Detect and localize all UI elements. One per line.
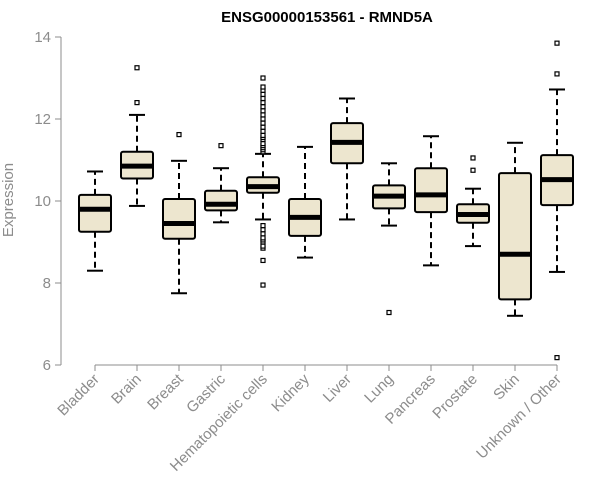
x-tick-label: Prostate — [429, 371, 481, 423]
x-tick-label: Brain — [108, 371, 145, 408]
boxes — [78, 40, 574, 361]
outlier-point — [260, 128, 266, 134]
box-group-skin — [498, 141, 532, 317]
y-axis-label: Expression — [0, 163, 17, 237]
outlier-point — [134, 65, 140, 71]
box-group-lung — [372, 162, 406, 316]
outlier-point — [260, 223, 266, 229]
y-tick-label: 6 — [43, 357, 51, 374]
y-tick-label: 14 — [34, 29, 51, 46]
outlier-point — [554, 71, 560, 77]
x-tick-label: Skin — [490, 371, 523, 404]
y-tick-label: 12 — [34, 111, 51, 128]
iqr-box — [204, 189, 238, 212]
x-tick-label: Breast — [144, 370, 187, 413]
outlier-point — [260, 84, 266, 90]
outlier-point — [386, 309, 392, 316]
outlier-point — [260, 282, 266, 288]
outlier-point — [554, 355, 560, 361]
outlier-point — [260, 257, 266, 264]
outlier-point — [134, 99, 140, 106]
outlier-point — [176, 131, 182, 138]
x-tick-label: Kidney — [268, 370, 313, 415]
iqr-box — [498, 172, 532, 301]
box-group-gastric — [204, 143, 238, 224]
outlier-point — [260, 116, 266, 122]
outlier-point — [260, 235, 266, 241]
outlier-point — [470, 155, 476, 161]
outlier-point — [260, 91, 266, 98]
outlier-point — [260, 95, 266, 102]
outlier-point — [260, 132, 266, 138]
outlier-point — [260, 108, 266, 114]
box-group-hematopoietic-cells — [246, 75, 280, 288]
box-group-unknown-other — [540, 40, 574, 361]
iqr-box — [414, 167, 448, 214]
outlier-point — [218, 143, 224, 149]
box-group-brain — [120, 65, 154, 207]
outlier-point — [260, 104, 266, 110]
box-group-prostate — [456, 155, 490, 248]
chart-title: ENSG00000153561 - RMND5A — [221, 9, 433, 26]
outlier-point — [260, 99, 266, 106]
box-group-bladder — [78, 170, 112, 272]
y-tick-label: 8 — [43, 275, 51, 292]
outlier-point — [260, 231, 266, 237]
iqr-box — [78, 193, 112, 233]
box-group-kidney — [288, 145, 322, 259]
x-tick-label: Lung — [361, 371, 397, 407]
outlier-point — [260, 124, 266, 130]
outlier-point — [260, 120, 266, 126]
box-group-breast — [162, 131, 196, 295]
outlier-point — [260, 141, 266, 147]
y-tick-label: 10 — [34, 193, 51, 210]
outlier-point — [470, 167, 476, 173]
x-tick-label: Liver — [320, 371, 355, 406]
box-group-pancreas — [414, 135, 448, 267]
outlier-point — [554, 40, 560, 46]
outlier-point — [260, 227, 266, 233]
iqr-box — [162, 197, 196, 240]
outlier-point — [260, 75, 266, 81]
box-group-liver — [330, 97, 364, 221]
x-tick-label: Bladder — [54, 371, 103, 420]
y-ticks: 6 8 10 12 14 — [34, 29, 61, 374]
outlier-point — [260, 112, 266, 118]
outlier-point — [260, 243, 266, 249]
